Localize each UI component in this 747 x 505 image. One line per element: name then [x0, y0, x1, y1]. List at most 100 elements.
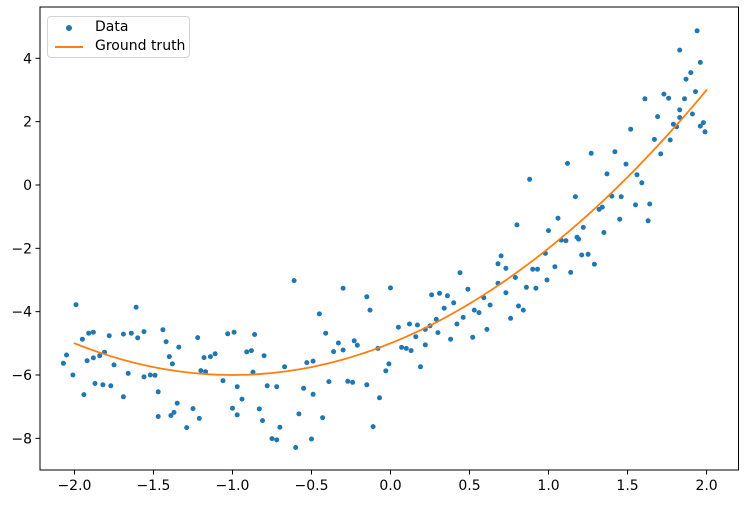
data-point	[147, 372, 153, 378]
data-point	[617, 216, 623, 222]
data-point	[407, 321, 412, 327]
x-tick-label: 1.0	[537, 478, 559, 494]
data-point	[689, 111, 695, 117]
legend-label-ground-truth: Ground truth	[95, 38, 186, 54]
data-point	[565, 160, 570, 166]
data-point	[465, 286, 471, 292]
data-point	[588, 150, 594, 156]
axes-frame	[39, 6, 739, 471]
data-point	[444, 293, 450, 299]
data-point	[81, 392, 87, 398]
data-point	[645, 218, 651, 224]
data-point	[90, 355, 96, 361]
data-point	[166, 354, 172, 360]
data-point	[367, 307, 373, 313]
data-point	[702, 129, 708, 135]
data-point	[309, 436, 314, 442]
data-point	[601, 230, 607, 235]
data-point	[128, 330, 134, 336]
data-point	[176, 344, 182, 350]
data-point	[97, 353, 103, 359]
data-point	[484, 326, 490, 332]
data-point	[190, 406, 196, 412]
scatter-points	[60, 28, 708, 450]
data-point	[323, 330, 329, 336]
data-point	[386, 361, 392, 367]
y-tick-label: −2	[11, 241, 32, 257]
y-axis: −8 −6 −4 −2 0 2 4	[11, 51, 40, 447]
data-point	[544, 277, 550, 283]
data-point	[413, 334, 419, 340]
data-point	[331, 349, 337, 355]
data-point	[682, 96, 687, 102]
data-point	[160, 327, 166, 333]
data-point	[533, 285, 539, 291]
data-point	[498, 253, 504, 259]
data-point	[70, 372, 76, 378]
data-point	[184, 425, 190, 431]
data-point	[79, 336, 85, 342]
data-point	[291, 278, 297, 284]
data-point	[535, 266, 540, 272]
data-point	[677, 107, 683, 113]
data-point	[448, 336, 454, 342]
data-point	[612, 149, 618, 155]
data-point	[655, 114, 661, 120]
y-tick-label: 0	[23, 178, 32, 194]
data-point	[212, 351, 218, 357]
data-point	[604, 171, 610, 177]
data-point	[92, 381, 98, 386]
data-point	[250, 369, 256, 375]
data-point	[383, 368, 389, 374]
data-point	[86, 330, 92, 336]
data-point	[198, 368, 204, 374]
data-point	[512, 275, 518, 280]
data-point	[335, 340, 341, 346]
legend-item-data: Data	[55, 19, 181, 36]
data-point	[633, 202, 638, 208]
data-point	[576, 236, 582, 242]
data-point	[244, 349, 250, 355]
data-point	[370, 424, 376, 430]
data-point	[320, 415, 326, 421]
data-point	[555, 215, 561, 221]
data-point	[422, 342, 428, 348]
data-point	[693, 89, 698, 95]
ground-truth-line	[73, 89, 708, 376]
data-point	[100, 382, 106, 388]
data-point	[666, 95, 672, 101]
data-point	[234, 384, 240, 390]
data-point	[225, 331, 231, 337]
data-point	[196, 415, 202, 421]
data-point	[296, 411, 302, 417]
data-point	[354, 342, 360, 348]
data-point	[163, 339, 169, 345]
data-point	[207, 354, 213, 360]
data-point	[433, 316, 439, 322]
y-tick-label: −6	[11, 368, 32, 384]
data-point	[429, 292, 435, 298]
data-point	[377, 395, 382, 401]
data-point	[408, 348, 414, 354]
data-point	[667, 137, 673, 143]
data-point	[503, 265, 509, 271]
data-point	[220, 378, 226, 384]
data-point	[195, 335, 201, 341]
y-tick-label: −4	[11, 305, 32, 321]
data-point	[437, 290, 442, 296]
legend-item-ground-truth: Ground truth	[55, 38, 185, 55]
data-point	[141, 374, 147, 380]
data-point	[642, 96, 648, 102]
data-point	[639, 180, 645, 186]
scatter-marker-icon	[66, 24, 72, 31]
data-point	[454, 321, 460, 327]
data-point	[514, 222, 520, 228]
data-point	[269, 436, 275, 442]
data-point	[345, 378, 351, 384]
x-tick-label: −2.0	[57, 478, 91, 494]
data-point	[133, 304, 139, 310]
data-point	[697, 59, 703, 65]
data-point	[256, 406, 262, 412]
